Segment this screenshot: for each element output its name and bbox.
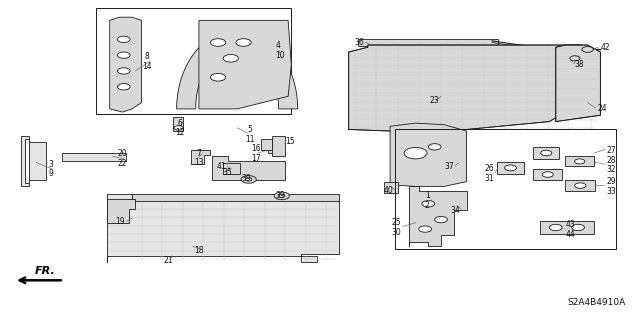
Polygon shape: [390, 123, 467, 186]
Circle shape: [241, 176, 256, 183]
Text: 29
33: 29 33: [607, 177, 616, 196]
Polygon shape: [223, 163, 241, 174]
Text: 36: 36: [355, 38, 365, 47]
Bar: [540, 221, 594, 234]
Text: 21: 21: [164, 256, 173, 264]
Bar: [534, 147, 559, 159]
Circle shape: [236, 39, 251, 46]
Circle shape: [570, 56, 580, 61]
Circle shape: [246, 178, 252, 181]
Circle shape: [549, 224, 562, 231]
Polygon shape: [132, 194, 339, 201]
Text: 5
11: 5 11: [245, 125, 255, 144]
Circle shape: [211, 39, 226, 46]
Polygon shape: [106, 199, 135, 223]
Circle shape: [211, 73, 226, 81]
Circle shape: [541, 150, 552, 156]
Polygon shape: [384, 182, 397, 193]
Circle shape: [223, 55, 239, 62]
Circle shape: [575, 159, 585, 164]
Circle shape: [435, 216, 447, 223]
Circle shape: [582, 47, 593, 52]
Text: 34: 34: [451, 206, 460, 215]
Text: 41: 41: [217, 162, 227, 171]
Circle shape: [575, 183, 586, 188]
Text: 16
17: 16 17: [252, 145, 261, 163]
Circle shape: [117, 68, 130, 74]
Text: FR.: FR.: [35, 266, 55, 276]
Circle shape: [274, 192, 289, 200]
Circle shape: [278, 194, 285, 197]
Polygon shape: [109, 17, 141, 112]
Bar: [395, 129, 616, 249]
Text: 38: 38: [575, 60, 584, 69]
Text: 27: 27: [607, 145, 616, 154]
Text: 3
9: 3 9: [48, 160, 53, 178]
Circle shape: [419, 226, 431, 232]
Text: 26
31: 26 31: [484, 164, 494, 183]
Circle shape: [117, 52, 130, 58]
Text: 35: 35: [223, 168, 232, 177]
Text: 42: 42: [600, 43, 610, 52]
Text: 39: 39: [276, 191, 285, 200]
Circle shape: [572, 224, 584, 231]
Bar: [272, 136, 285, 156]
Polygon shape: [199, 20, 291, 109]
Text: 7
13: 7 13: [194, 149, 204, 167]
Polygon shape: [349, 45, 600, 131]
Polygon shape: [556, 45, 600, 122]
Text: 8
14: 8 14: [142, 52, 152, 71]
Polygon shape: [358, 39, 499, 46]
Polygon shape: [212, 156, 285, 180]
Bar: [534, 169, 562, 180]
Text: 6
12: 6 12: [175, 119, 184, 137]
Text: 1
2: 1 2: [425, 191, 429, 210]
Bar: [565, 180, 595, 191]
Text: 4
10: 4 10: [275, 41, 285, 60]
Text: 18: 18: [194, 246, 204, 255]
Text: 19: 19: [115, 217, 124, 226]
Text: 28
32: 28 32: [607, 156, 616, 174]
Text: 20
22: 20 22: [118, 149, 127, 168]
Polygon shape: [409, 186, 467, 247]
Circle shape: [174, 126, 183, 130]
Bar: [565, 156, 594, 167]
Circle shape: [542, 172, 554, 177]
Polygon shape: [177, 30, 298, 109]
Polygon shape: [25, 139, 29, 183]
Text: 43
44: 43 44: [566, 220, 575, 239]
Bar: [96, 8, 291, 114]
Bar: [497, 162, 524, 174]
Text: 25
30: 25 30: [391, 218, 401, 237]
Circle shape: [404, 147, 427, 159]
Text: S2A4B4910A: S2A4B4910A: [568, 298, 626, 307]
Polygon shape: [173, 117, 183, 131]
Text: 39: 39: [242, 174, 252, 183]
Text: 40: 40: [383, 186, 394, 195]
Circle shape: [504, 165, 516, 171]
Circle shape: [428, 144, 441, 150]
Polygon shape: [106, 194, 339, 262]
Text: 23: 23: [430, 97, 440, 106]
Bar: [268, 141, 284, 153]
Circle shape: [117, 36, 130, 42]
Text: 37: 37: [444, 162, 454, 171]
Circle shape: [422, 201, 435, 207]
Text: 24: 24: [597, 104, 607, 113]
Bar: [261, 139, 272, 150]
Text: 15: 15: [285, 137, 294, 146]
Polygon shape: [20, 136, 46, 186]
Polygon shape: [62, 153, 125, 161]
Circle shape: [117, 84, 130, 90]
Polygon shape: [191, 150, 211, 164]
